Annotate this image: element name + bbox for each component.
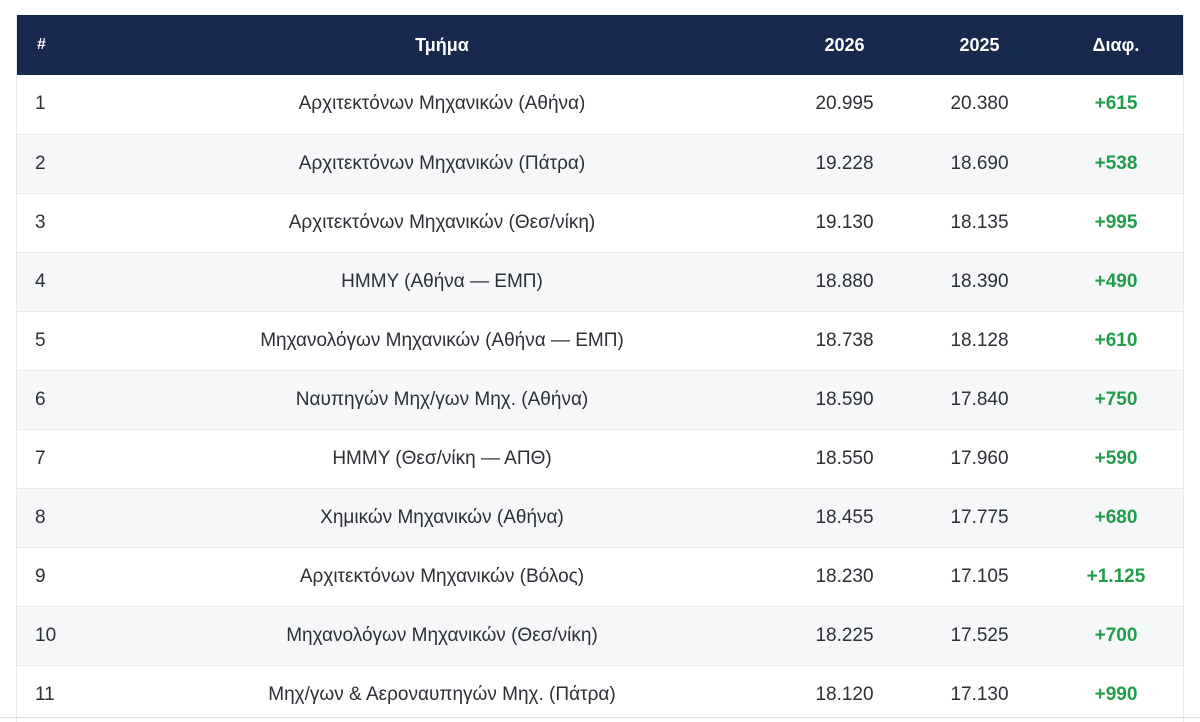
cell-score-2026: 18.230 bbox=[815, 565, 874, 587]
cell-rank: 3 bbox=[35, 211, 46, 233]
cell-department: Χημικών Μηχανικών (Αθήνα) bbox=[320, 506, 564, 528]
cell-diff: +680 bbox=[1094, 506, 1138, 528]
cell-score-2026: 18.550 bbox=[815, 447, 874, 469]
cell-department: Αρχιτεκτόνων Μηχανικών (Βόλος) bbox=[299, 565, 585, 587]
table-row: 7 ΗΜΜΥ (Θεσ/νίκη — ΑΠΘ) 18.550 17.960 +590 bbox=[17, 429, 1183, 488]
cell-department: ΗΜΜΥ (Αθήνα — ΕΜΠ) bbox=[341, 270, 543, 292]
header-year-2025: 2025 bbox=[959, 34, 1000, 55]
table-row: 6 Ναυπηγών Μηχ/γων Μηχ. (Αθήνα) 18.590 17.8… bbox=[17, 370, 1183, 429]
header-rank: # bbox=[37, 36, 46, 53]
cell-rank: 2 bbox=[35, 152, 46, 174]
cell-score-2026: 19.130 bbox=[815, 211, 874, 233]
cell-score-2025: 17.840 bbox=[950, 388, 1009, 410]
header-year-2026: 2026 bbox=[824, 34, 865, 55]
cell-score-2026: 18.120 bbox=[815, 683, 874, 705]
cell-rank: 5 bbox=[35, 329, 46, 351]
header-diff: Διαφ. bbox=[1092, 34, 1140, 55]
cell-diff: +750 bbox=[1094, 388, 1138, 410]
cell-score-2025: 17.105 bbox=[950, 565, 1009, 587]
table-row: 8 Χημικών Μηχανικών (Αθήνα) 18.455 17.775 +6… bbox=[17, 488, 1183, 547]
cell-score-2025: 17.775 bbox=[950, 506, 1009, 528]
cell-department: Αρχιτεκτόνων Μηχανικών (Θεσ/νίκη) bbox=[288, 211, 596, 233]
cell-department: Μηχανολόγων Μηχανικών (Αθήνα — ΕΜΠ) bbox=[260, 329, 624, 351]
cell-department: ΗΜΜΥ (Θεσ/νίκη — ΑΠΘ) bbox=[332, 447, 552, 469]
cell-diff: +615 bbox=[1094, 93, 1138, 115]
cell-rank: 1 bbox=[35, 93, 46, 115]
scores-table-container: # Τμήμα 2026 2025 Διαφ. 1 Αρχιτεκτόνων Μη… bbox=[16, 15, 1184, 722]
cell-score-2025: 18.128 bbox=[950, 329, 1009, 351]
cell-diff: +995 bbox=[1094, 211, 1138, 233]
scores-table: # Τμήμα 2026 2025 Διαφ. 1 Αρχιτεκτόνων Μη… bbox=[17, 15, 1183, 722]
cell-rank: 11 bbox=[35, 683, 55, 705]
cell-rank: 8 bbox=[35, 506, 46, 528]
cell-score-2025: 18.390 bbox=[950, 270, 1009, 292]
cell-diff: +490 bbox=[1094, 270, 1138, 292]
table-header: # Τμήμα 2026 2025 Διαφ. bbox=[17, 15, 1183, 75]
cell-rank: 6 bbox=[35, 388, 46, 410]
cell-score-2025: 18.135 bbox=[950, 211, 1009, 233]
table-body: 1 Αρχιτεκτόνων Μηχανικών (Αθήνα) 20.995 20.… bbox=[17, 75, 1183, 722]
cell-score-2026: 20.995 bbox=[815, 93, 874, 115]
cell-rank: 4 bbox=[35, 270, 46, 292]
cell-department: Αρχιτεκτόνων Μηχανικών (Πάτρα) bbox=[298, 152, 586, 174]
table-row: 1 Αρχιτεκτόνων Μηχανικών (Αθήνα) 20.995 20.… bbox=[17, 75, 1183, 134]
table-row: 3 Αρχιτεκτόνων Μηχανικών (Θεσ/νίκη) 19.130… bbox=[17, 193, 1183, 252]
table-row: 9 Αρχιτεκτόνων Μηχανικών (Βόλος) 18.230 17.… bbox=[17, 547, 1183, 606]
table-row: 5 Μηχανολόγων Μηχανικών (Αθήνα — ΕΜΠ) 18.7… bbox=[17, 311, 1183, 370]
cell-diff: +538 bbox=[1094, 152, 1138, 174]
cell-diff: +1.125 bbox=[1086, 565, 1146, 587]
table-row: 10 Μηχανολόγων Μηχανικών (Θεσ/νίκη) 18.225… bbox=[17, 606, 1183, 665]
cell-score-2026: 18.225 bbox=[815, 624, 874, 646]
table-row: 11 Μηχ/γων & Αεροναυπηγών Μηχ. (Πάτρα) 18.… bbox=[17, 665, 1183, 722]
cell-diff: +590 bbox=[1094, 447, 1138, 469]
cell-department: Αρχιτεκτόνων Μηχανικών (Αθήνα) bbox=[298, 93, 586, 115]
header-department: Τμήμα bbox=[415, 34, 469, 55]
header-row: # Τμήμα 2026 2025 Διαφ. bbox=[17, 15, 1183, 75]
table-row: 2 Αρχιτεκτόνων Μηχανικών (Πάτρα) 19.228 18.… bbox=[17, 134, 1183, 193]
cell-score-2025: 17.960 bbox=[950, 447, 1009, 469]
cell-department: Μηχ/γων & Αεροναυπηγών Μηχ. (Πάτρα) bbox=[268, 683, 616, 705]
cell-score-2025: 20.380 bbox=[950, 93, 1009, 115]
cell-score-2025: 17.130 bbox=[950, 683, 1009, 705]
cell-department: Μηχανολόγων Μηχανικών (Θεσ/νίκη) bbox=[286, 624, 598, 646]
cell-rank: 7 bbox=[35, 447, 46, 469]
cell-rank: 10 bbox=[35, 624, 57, 646]
cell-diff: +990 bbox=[1094, 683, 1138, 705]
cell-score-2026: 18.880 bbox=[815, 270, 874, 292]
cell-score-2025: 17.525 bbox=[950, 624, 1009, 646]
cell-rank: 9 bbox=[35, 565, 46, 587]
cell-diff: +700 bbox=[1094, 624, 1138, 646]
cell-diff: +610 bbox=[1094, 329, 1138, 351]
cell-score-2025: 18.690 bbox=[950, 152, 1009, 174]
cell-department: Ναυπηγών Μηχ/γων Μηχ. (Αθήνα) bbox=[295, 388, 589, 410]
cell-score-2026: 18.738 bbox=[815, 329, 874, 351]
page-bottom-divider bbox=[0, 717, 1200, 718]
cell-score-2026: 18.455 bbox=[815, 506, 874, 528]
table-row: 4 ΗΜΜΥ (Αθήνα — ΕΜΠ) 18.880 18.390 +490 bbox=[17, 252, 1183, 311]
cell-score-2026: 18.590 bbox=[815, 388, 874, 410]
cell-score-2026: 19.228 bbox=[815, 152, 874, 174]
